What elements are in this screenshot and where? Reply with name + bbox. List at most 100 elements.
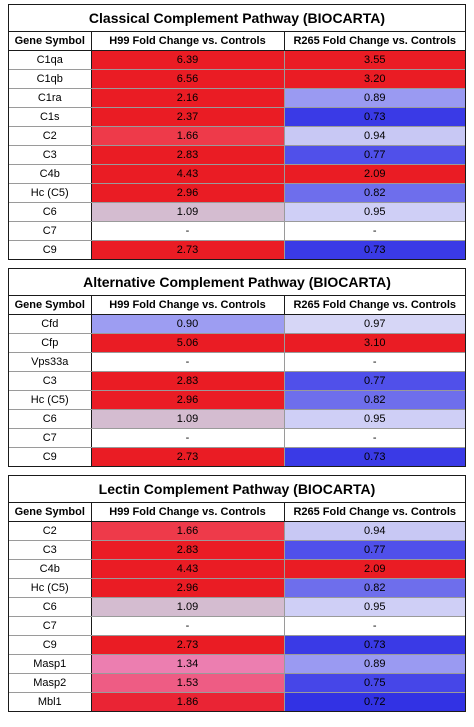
h99-cell: 1.53	[90, 673, 285, 693]
data-table: Gene Symbol H99 Fold Change vs. Controls…	[9, 503, 465, 711]
gene-cell: C6	[9, 202, 92, 222]
r265-cell: 0.73	[283, 240, 465, 259]
gene-cell: C9	[9, 447, 92, 466]
data-table: Gene Symbol H99 Fold Change vs. Controls…	[9, 32, 465, 259]
col-header-h99: H99 Fold Change vs. Controls	[90, 296, 285, 315]
r265-cell: 0.77	[283, 371, 465, 391]
gene-cell: C6	[9, 597, 92, 617]
r265-cell: 0.94	[283, 521, 465, 541]
table-row: C3 2.83 0.77	[9, 371, 465, 391]
h99-cell: 6.56	[90, 69, 285, 89]
r265-cell: 3.20	[283, 69, 465, 89]
table-row: C6 1.09 0.95	[9, 597, 465, 617]
gene-cell: C4b	[9, 164, 92, 184]
alternative-pathway-table: Alternative Complement Pathway (BIOCARTA…	[8, 268, 466, 467]
r265-cell: 0.97	[283, 314, 465, 334]
gene-cell: C3	[9, 540, 92, 560]
h99-cell: 2.96	[90, 183, 285, 203]
h99-cell: 6.39	[90, 50, 285, 70]
r265-cell: 2.09	[283, 164, 465, 184]
r265-cell: 3.10	[283, 333, 465, 353]
r265-cell: 0.73	[283, 635, 465, 655]
data-table: Gene Symbol H99 Fold Change vs. Controls…	[9, 296, 465, 466]
col-header-h99: H99 Fold Change vs. Controls	[90, 503, 285, 522]
table-row: Hc (C5) 2.96 0.82	[9, 183, 465, 203]
h99-cell: 2.16	[90, 88, 285, 108]
table-row: Hc (C5) 2.96 0.82	[9, 390, 465, 410]
gene-cell: C9	[9, 240, 92, 259]
table-row: C1qb 6.56 3.20	[9, 69, 465, 89]
table-row: C9 2.73 0.73	[9, 635, 465, 655]
table-row: C1qa 6.39 3.55	[9, 50, 465, 70]
gene-cell: C2	[9, 521, 92, 541]
table-title: Lectin Complement Pathway (BIOCARTA)	[9, 476, 465, 503]
table-row: C2 1.66 0.94	[9, 126, 465, 146]
h99-cell: 1.86	[90, 692, 285, 711]
gene-cell: Vps33a	[9, 352, 92, 372]
h99-cell: 4.43	[90, 559, 285, 579]
h99-cell: 1.66	[90, 521, 285, 541]
table-row: C9 2.73 0.73	[9, 447, 465, 466]
r265-cell: -	[283, 352, 465, 372]
r265-cell: 2.09	[283, 559, 465, 579]
h99-cell: -	[90, 616, 285, 636]
table-row: C6 1.09 0.95	[9, 409, 465, 429]
table-row: Mbl1 1.86 0.72	[9, 692, 465, 711]
r265-cell: 0.82	[283, 183, 465, 203]
r265-cell: 0.75	[283, 673, 465, 693]
gene-cell: Mbl1	[9, 692, 92, 711]
r265-cell: -	[283, 616, 465, 636]
r265-cell: -	[283, 221, 465, 241]
lectin-pathway-table: Lectin Complement Pathway (BIOCARTA) Gen…	[8, 475, 466, 712]
gene-cell: Masp1	[9, 654, 92, 674]
r265-cell: 0.72	[283, 692, 465, 711]
col-header-gene: Gene Symbol	[9, 503, 92, 522]
h99-cell: 5.06	[90, 333, 285, 353]
h99-cell: 2.83	[90, 371, 285, 391]
gene-cell: C7	[9, 616, 92, 636]
gene-cell: C1qa	[9, 50, 92, 70]
r265-cell: 0.95	[283, 409, 465, 429]
table-title: Classical Complement Pathway (BIOCARTA)	[9, 5, 465, 32]
table-row: Masp1 1.34 0.89	[9, 654, 465, 674]
h99-cell: 1.66	[90, 126, 285, 146]
gene-cell: Hc (C5)	[9, 183, 92, 203]
r265-cell: 0.95	[283, 597, 465, 617]
gene-cell: C3	[9, 371, 92, 391]
h99-cell: 2.73	[90, 447, 285, 466]
table-row: C2 1.66 0.94	[9, 521, 465, 541]
table-row: C7- -	[9, 221, 465, 241]
h99-cell: 1.34	[90, 654, 285, 674]
r265-cell: 3.55	[283, 50, 465, 70]
h99-cell: 2.83	[90, 540, 285, 560]
table-row: C7- -	[9, 428, 465, 448]
r265-cell: -	[283, 428, 465, 448]
gene-cell: Hc (C5)	[9, 390, 92, 410]
gene-cell: C1qb	[9, 69, 92, 89]
r265-cell: 0.94	[283, 126, 465, 146]
col-header-gene: Gene Symbol	[9, 296, 92, 315]
h99-cell: 2.37	[90, 107, 285, 127]
h99-cell: 2.73	[90, 240, 285, 259]
gene-cell: C7	[9, 428, 92, 448]
r265-cell: 0.82	[283, 390, 465, 410]
table-row: C7- -	[9, 616, 465, 636]
h99-cell: -	[90, 428, 285, 448]
h99-cell: 2.96	[90, 390, 285, 410]
h99-cell: 4.43	[90, 164, 285, 184]
h99-cell: 2.96	[90, 578, 285, 598]
r265-cell: 0.89	[283, 88, 465, 108]
table-row: C3 2.83 0.77	[9, 145, 465, 165]
col-header-h99: H99 Fold Change vs. Controls	[90, 32, 285, 51]
gene-cell: C1ra	[9, 88, 92, 108]
col-header-r265: R265 Fold Change vs. Controls	[283, 32, 465, 51]
table-row: Vps33a - -	[9, 352, 465, 372]
table-row: Hc (C5) 2.96 0.82	[9, 578, 465, 598]
gene-cell: Hc (C5)	[9, 578, 92, 598]
gene-cell: Cfd	[9, 314, 92, 334]
table-row: C9 2.73 0.73	[9, 240, 465, 259]
gene-cell: C6	[9, 409, 92, 429]
gene-cell: C7	[9, 221, 92, 241]
r265-cell: 0.73	[283, 447, 465, 466]
